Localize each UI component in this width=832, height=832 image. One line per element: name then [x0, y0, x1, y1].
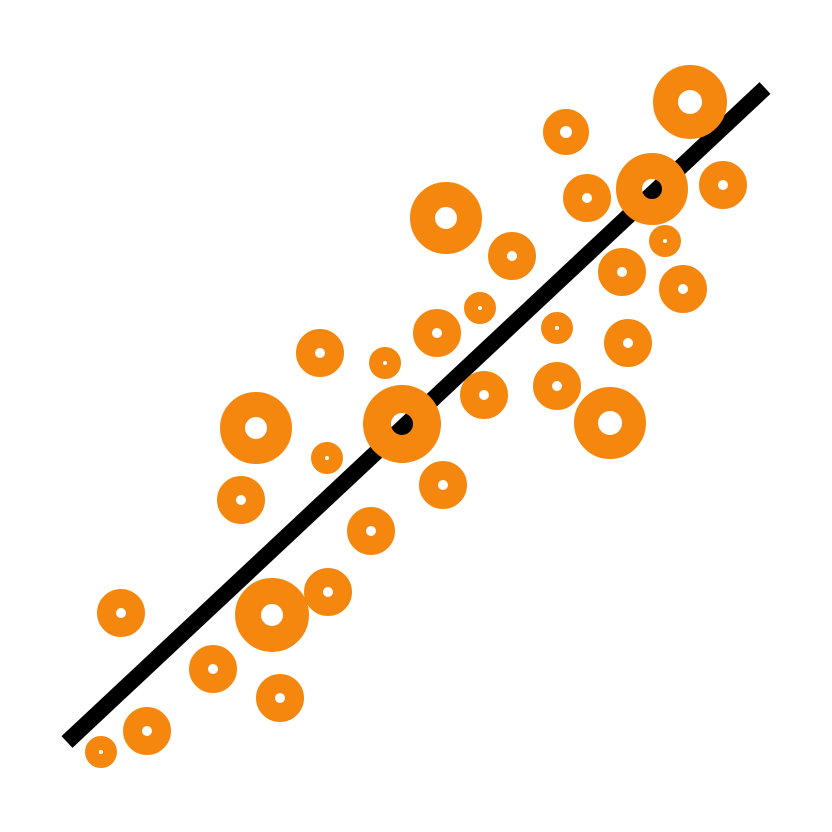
- ring: [543, 109, 589, 155]
- ring: [97, 589, 145, 637]
- ring: [616, 153, 688, 225]
- ring: [220, 392, 292, 464]
- ring: [699, 161, 747, 209]
- ring: [598, 248, 646, 296]
- ring: [533, 362, 581, 410]
- rings: [85, 65, 747, 768]
- ring: [419, 461, 467, 509]
- ring: [189, 645, 237, 693]
- ring: [563, 174, 611, 222]
- ring: [256, 674, 304, 722]
- ring: [369, 347, 401, 379]
- ring: [347, 507, 395, 555]
- ring: [235, 578, 309, 652]
- ring: [410, 182, 482, 254]
- ring: [574, 387, 646, 459]
- ring: [85, 736, 117, 768]
- ring: [217, 476, 265, 524]
- ring: [296, 329, 344, 377]
- ring: [123, 707, 171, 755]
- ring: [304, 568, 352, 616]
- ring: [653, 65, 727, 139]
- ring: [363, 385, 441, 463]
- ring: [604, 319, 652, 367]
- ring: [649, 225, 681, 257]
- ring: [659, 265, 707, 313]
- ring: [460, 371, 508, 419]
- ring: [311, 442, 343, 474]
- ring: [541, 312, 573, 344]
- ring: [464, 292, 496, 324]
- ring: [413, 309, 461, 357]
- ring: [488, 232, 536, 280]
